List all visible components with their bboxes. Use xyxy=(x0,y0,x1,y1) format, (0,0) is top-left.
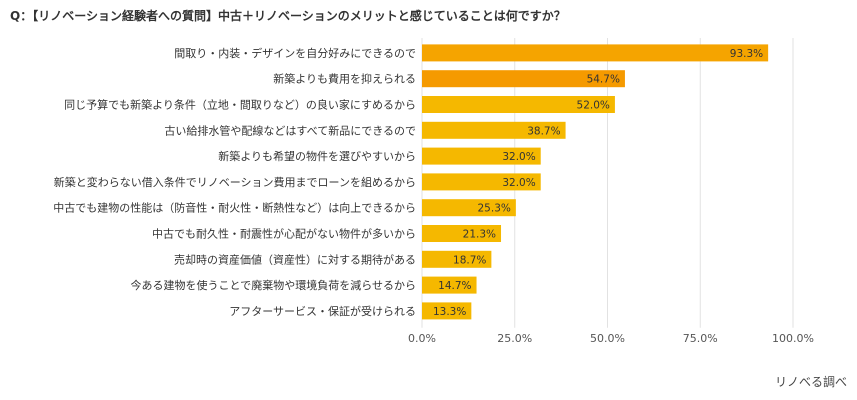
data-label: 25.3% xyxy=(478,203,511,215)
data-label: 14.7% xyxy=(438,280,471,292)
data-label: 52.0% xyxy=(577,100,610,112)
data-label: 13.3% xyxy=(433,306,466,318)
bar xyxy=(422,199,516,217)
x-tick-label: 100.0% xyxy=(772,332,814,345)
data-label: 93.3% xyxy=(730,48,763,60)
data-label: 54.7% xyxy=(587,74,620,86)
bar xyxy=(422,276,477,294)
category-label: アフターサービス・保証が受けられる xyxy=(229,304,416,318)
x-tick-label: 0.0% xyxy=(408,332,436,345)
category-label: 同じ予算でも新築より条件（立地・間取りなど）の良い家にすめるから xyxy=(64,98,416,112)
category-labels: 間取り・内装・デザインを自分好みにできるので新築よりも費用を抑えられる同じ予算で… xyxy=(53,46,416,318)
category-label: 中古でも建物の性能は（防音性・耐火性・断熱性など）は向上できるから xyxy=(53,201,416,215)
bar xyxy=(422,250,492,268)
category-label: 新築よりも希望の物件を選びやすいから xyxy=(218,149,416,163)
data-label: 18.7% xyxy=(453,254,486,266)
bar xyxy=(422,302,472,320)
bar xyxy=(422,225,502,242)
bar xyxy=(422,70,625,88)
bar xyxy=(422,147,541,165)
category-label: 古い給排水管や配線などはすべて新品にできるので xyxy=(164,123,416,137)
category-label: 今ある建物を使うことで廃棄物や環境負荷を減らせるから xyxy=(131,278,416,292)
category-label: 新築よりも費用を抑えられる xyxy=(273,72,416,86)
chart-title: Q：【リノベーション経験者への質問】中古＋リノベーションのメリットと感じているこ… xyxy=(10,9,566,23)
category-label: 新築と変わらない借入条件でリノベーション費用までローンを組めるから xyxy=(54,175,416,189)
data-label: 32.0% xyxy=(502,151,535,163)
x-tick-label: 25.0% xyxy=(497,332,532,345)
data-label: 21.3% xyxy=(463,229,496,241)
x-tick-label: 50.0% xyxy=(590,332,625,345)
bar xyxy=(422,173,541,191)
data-label: 38.7% xyxy=(527,125,560,137)
bar xyxy=(422,96,615,113)
category-label: 間取り・内装・デザインを自分好みにできるので xyxy=(174,46,416,60)
category-label: 中古でも耐久性・耐震性が心配がない物件が多いから xyxy=(152,227,416,241)
bars xyxy=(422,44,769,320)
source-note: リノべる調べ xyxy=(774,375,847,389)
x-tick-labels: 0.0% 25.0% 50.0% 75.0% 100.0% xyxy=(408,332,814,345)
bar xyxy=(422,44,769,62)
data-label: 32.0% xyxy=(502,177,535,189)
category-label: 売却時の資産価値（資産性）に対する期待がある xyxy=(174,252,416,266)
x-tick-label: 75.0% xyxy=(683,332,718,345)
bar xyxy=(422,121,566,139)
value-labels: 93.3% 54.7% 52.0% 38.7% 32.0% 32.0% 25.3% 21.3%… xyxy=(433,48,763,318)
